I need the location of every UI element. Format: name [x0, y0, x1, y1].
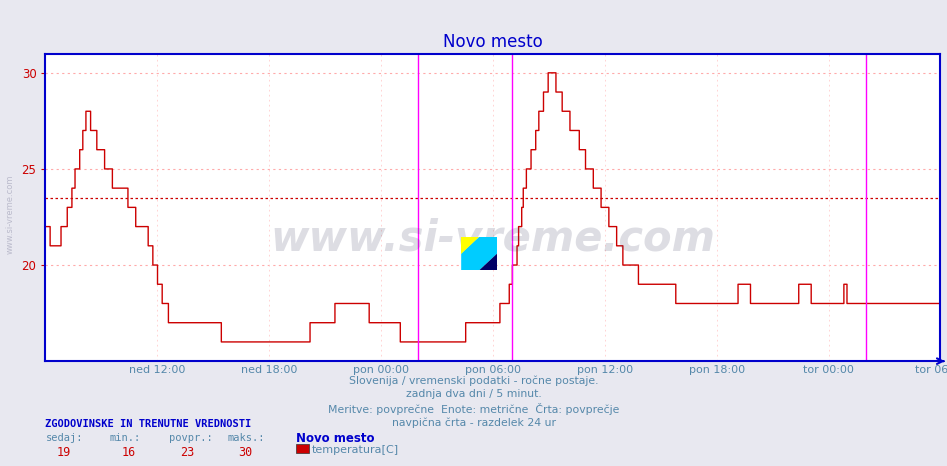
Text: 16: 16 [121, 446, 135, 459]
Text: maks.:: maks.: [227, 433, 265, 443]
Text: www.si-vreme.com: www.si-vreme.com [6, 175, 15, 254]
Text: sedaj:: sedaj: [45, 433, 83, 443]
Text: povpr.:: povpr.: [169, 433, 212, 443]
Text: 30: 30 [239, 446, 253, 459]
Text: www.si-vreme.com: www.si-vreme.com [271, 217, 715, 259]
Text: Meritve: povprečne  Enote: metrične  Črta: povprečje: Meritve: povprečne Enote: metrične Črta:… [328, 403, 619, 415]
Polygon shape [461, 237, 479, 254]
Text: Slovenija / vremenski podatki - ročne postaje.: Slovenija / vremenski podatki - ročne po… [348, 375, 599, 386]
Text: 19: 19 [57, 446, 71, 459]
Text: navpična črta - razdelek 24 ur: navpična črta - razdelek 24 ur [391, 417, 556, 428]
Polygon shape [461, 254, 497, 270]
Title: Novo mesto: Novo mesto [443, 33, 543, 51]
Text: Novo mesto: Novo mesto [296, 432, 375, 445]
Text: zadnja dva dni / 5 minut.: zadnja dva dni / 5 minut. [405, 389, 542, 399]
Text: min.:: min.: [110, 433, 141, 443]
Text: 23: 23 [180, 446, 194, 459]
Text: temperatura[C]: temperatura[C] [312, 445, 399, 455]
Polygon shape [461, 237, 497, 270]
Text: ZGODOVINSKE IN TRENUTNE VREDNOSTI: ZGODOVINSKE IN TRENUTNE VREDNOSTI [45, 419, 252, 429]
